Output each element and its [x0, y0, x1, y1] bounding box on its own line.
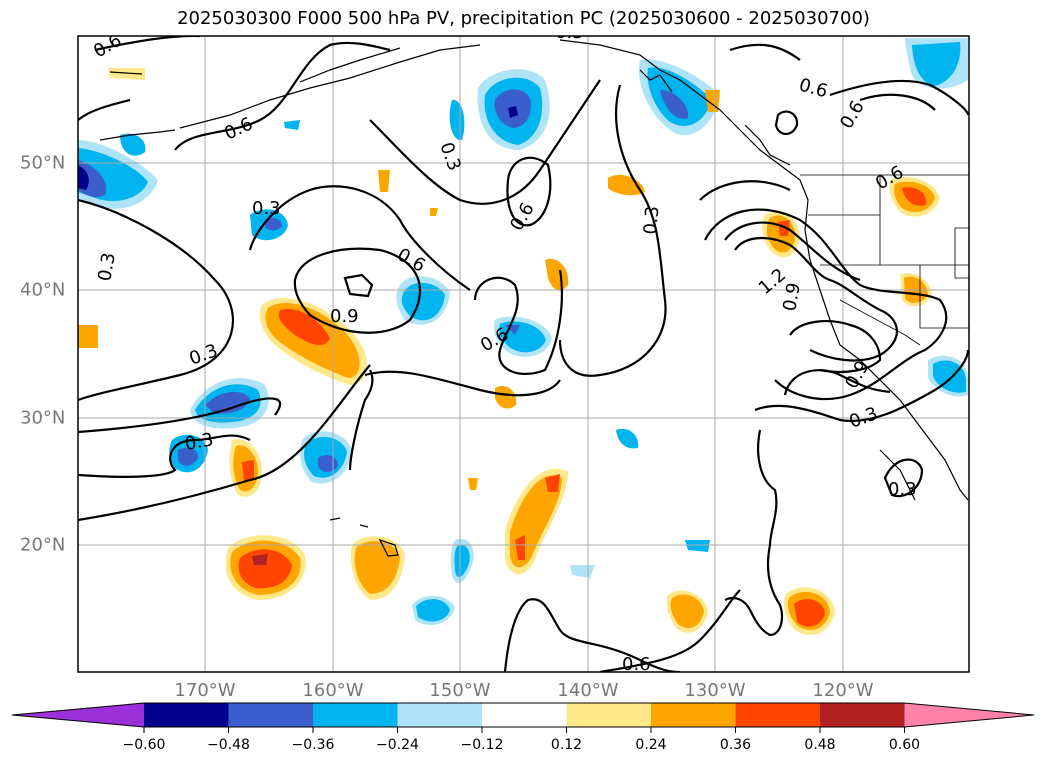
contour-label: 0.3 — [847, 403, 881, 433]
pv-contours — [78, 36, 969, 672]
colorbar-tick-label: −0.12 — [460, 737, 504, 753]
contour-label: 0.3 — [888, 479, 917, 500]
contour-label: 0.6 — [394, 244, 429, 277]
lat-label: 50°N — [20, 152, 66, 174]
colorbar-tick-label: 0.24 — [635, 737, 667, 753]
borders — [800, 174, 969, 346]
contour-label: 0.6 — [221, 113, 256, 144]
contour-label: 0.3 — [94, 251, 120, 283]
colorbar-extend-low — [12, 703, 144, 727]
contour-label: 0.3 — [555, 22, 584, 43]
contour-label: 0.6 — [506, 199, 539, 234]
colorbar-bin — [144, 703, 229, 727]
colorbar-tick-label: 0.60 — [888, 737, 921, 753]
lon-label: 170°W — [174, 680, 236, 701]
lon-label: 120°W — [812, 680, 874, 701]
colorbar-tick-label: −0.24 — [376, 737, 419, 753]
contour-label: 0.6 — [622, 654, 651, 675]
coastlines — [99, 39, 969, 557]
contour-label: 0.6 — [797, 75, 830, 103]
lat-label: 40°N — [20, 279, 66, 301]
colorbar — [11, 702, 1035, 733]
colorbar-bin — [482, 703, 567, 727]
lat-label: 20°N — [20, 534, 66, 556]
colorbar-tick-label: −0.48 — [207, 737, 250, 753]
colorbar-tick-label: −0.60 — [122, 737, 166, 753]
contour-label: 0.9 — [779, 281, 805, 313]
colorbar-bin — [228, 703, 313, 727]
colorbar-extend-high — [904, 703, 1034, 727]
lon-label: 140°W — [557, 680, 619, 701]
colorbar-bin — [820, 703, 905, 727]
contour-label: 0.3 — [640, 205, 663, 235]
map-title: 2025030300 F000 500 hPa PV, precipitatio… — [177, 8, 870, 29]
contour-label: 0.3 — [187, 340, 221, 370]
colorbar-bin — [735, 703, 820, 727]
contour-label: 0.9 — [330, 306, 359, 327]
contour-label: 0.6 — [836, 97, 869, 132]
colorbar-tick-label: 0.36 — [719, 737, 752, 753]
contour-label: 0.3 — [183, 429, 215, 455]
contour-label: 0.6 — [90, 30, 125, 63]
colorbar-bin — [313, 703, 398, 727]
colorbar-bin — [651, 703, 736, 727]
map-frame — [77, 35, 970, 673]
colorbar-tick-label: 0.48 — [804, 737, 836, 753]
lon-label: 150°W — [429, 680, 491, 701]
lon-label: 160°W — [302, 680, 364, 701]
lon-label: 130°W — [684, 680, 746, 701]
lat-label: 30°N — [20, 407, 66, 429]
colorbar-bin — [397, 703, 482, 727]
contour-label: 0.3 — [252, 198, 281, 219]
colorbar-tick-label: −0.36 — [291, 737, 335, 753]
colorbar-tick-label: 0.12 — [550, 737, 583, 753]
colorbar-bin — [566, 703, 651, 727]
